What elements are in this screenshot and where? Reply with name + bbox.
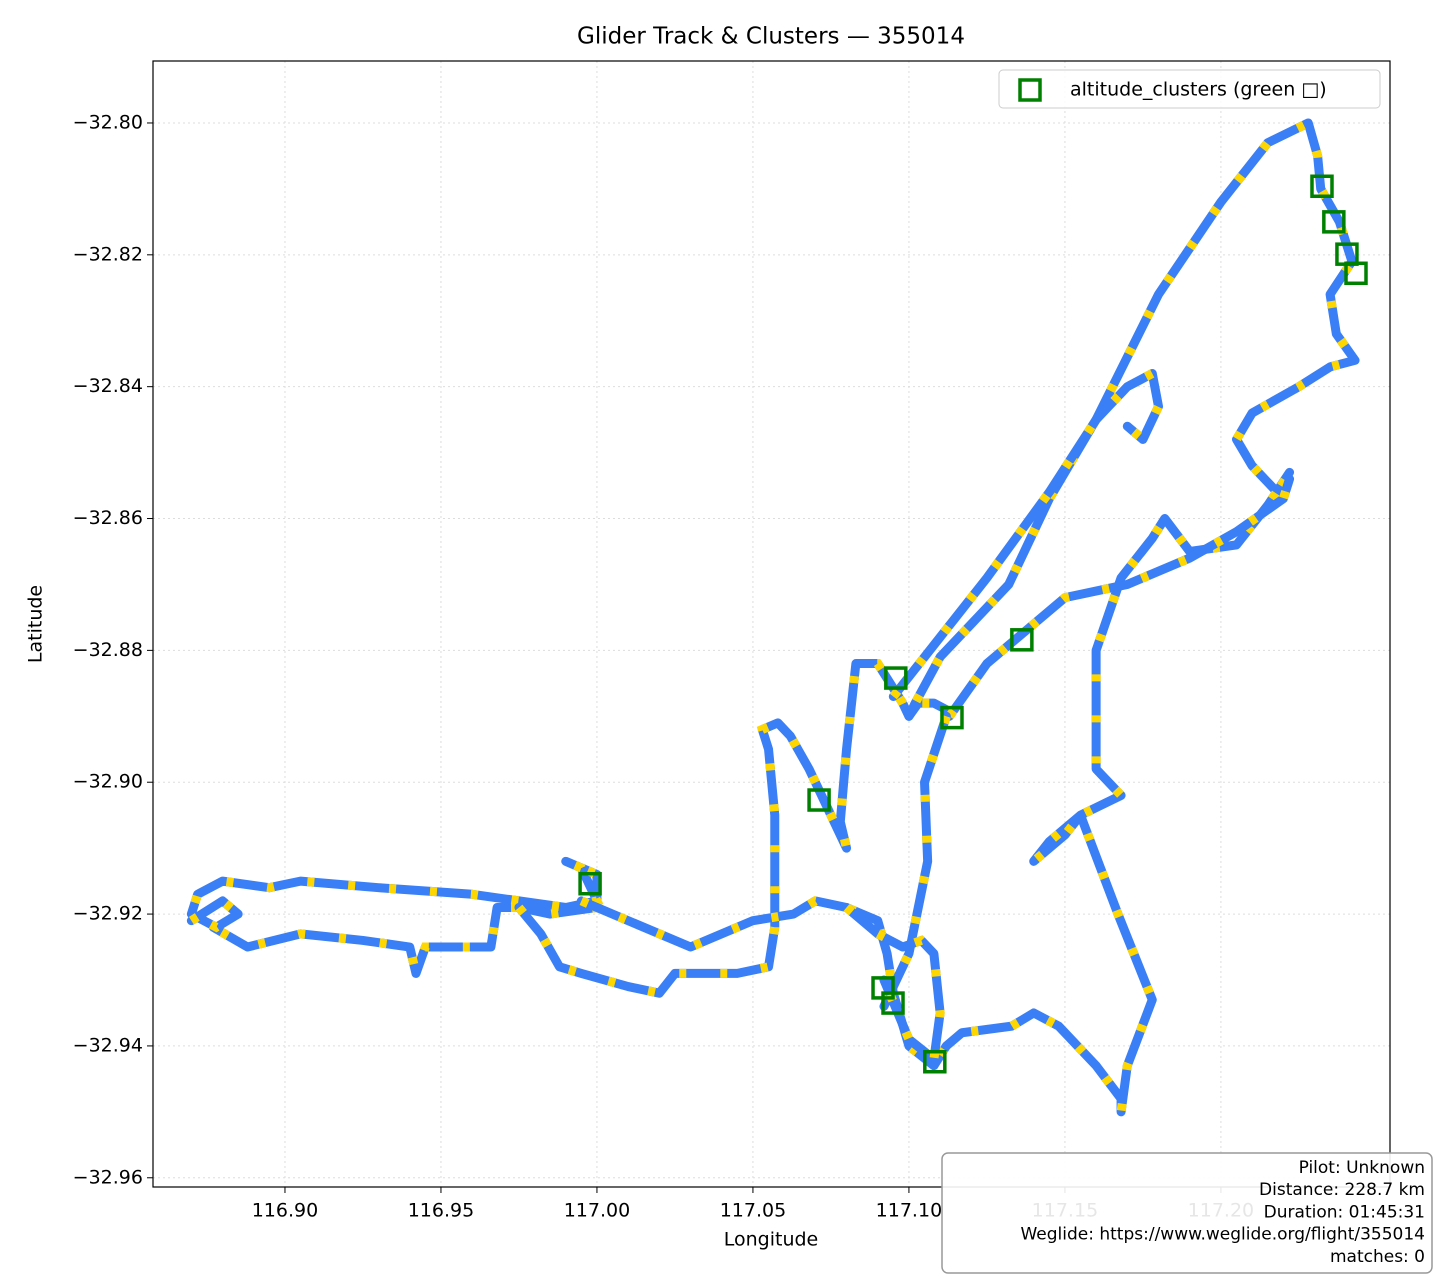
y-tick-label: −32.92 xyxy=(73,903,143,925)
y-tick-label: −32.96 xyxy=(73,1166,143,1188)
y-tick-label: −32.90 xyxy=(73,771,143,793)
info-line: matches: 0 xyxy=(1330,1247,1425,1267)
x-tick-label: 117.00 xyxy=(564,1200,630,1222)
y-tick-label: −32.86 xyxy=(73,507,143,529)
x-tick-label: 117.10 xyxy=(876,1200,942,1222)
cluster-marker xyxy=(940,705,964,730)
info-line: Duration: 01:45:31 xyxy=(1264,1202,1425,1222)
legend-marker xyxy=(1018,78,1042,102)
track-highlight xyxy=(185,857,604,990)
cluster-marker xyxy=(1344,261,1368,286)
track xyxy=(186,856,602,978)
cluster-marker xyxy=(578,871,602,896)
x-axis-label: Longitude xyxy=(724,1229,819,1251)
cluster-marker xyxy=(1010,628,1034,652)
cluster-marker xyxy=(807,788,831,812)
track-highlight xyxy=(879,714,951,1009)
y-tick-label: −32.88 xyxy=(73,639,143,661)
info-line: Weglide: https://www.weglide.org/flight/… xyxy=(1020,1225,1425,1245)
track xyxy=(842,902,945,1064)
cluster-marker xyxy=(923,1049,947,1074)
info-box-frame xyxy=(941,1152,1433,1274)
info-line: Distance: 228.7 km xyxy=(1259,1180,1425,1200)
cluster-marker xyxy=(1310,174,1334,199)
x-tick-label: 116.90 xyxy=(252,1200,318,1222)
track xyxy=(576,118,1360,1117)
cluster-marker xyxy=(881,991,905,1015)
cluster-marker xyxy=(1322,210,1346,234)
cluster-marker xyxy=(884,666,908,690)
track-highlight xyxy=(579,116,1363,1113)
chart-title: Glider Track & Clusters — 355014 xyxy=(577,24,965,50)
track xyxy=(888,368,1164,702)
legend-label: altitude_clusters (green □) xyxy=(1070,79,1327,101)
x-tick-label: 116.95 xyxy=(408,1200,474,1222)
y-axis-label: Latitude xyxy=(25,585,47,663)
legend-box xyxy=(998,69,1381,109)
y-tick-label: −32.84 xyxy=(73,375,143,397)
y-tick-label: −32.80 xyxy=(73,111,143,133)
x-tick-label: 117.05 xyxy=(720,1200,786,1222)
y-tick-label: −32.94 xyxy=(73,1034,143,1056)
info-line: Pilot: Unknown xyxy=(1299,1158,1425,1178)
plot-frame xyxy=(152,60,1391,1188)
track xyxy=(944,474,1295,721)
y-tick-label: −32.82 xyxy=(73,243,143,265)
legend: altitude_clusters (green □) xyxy=(998,69,1381,109)
